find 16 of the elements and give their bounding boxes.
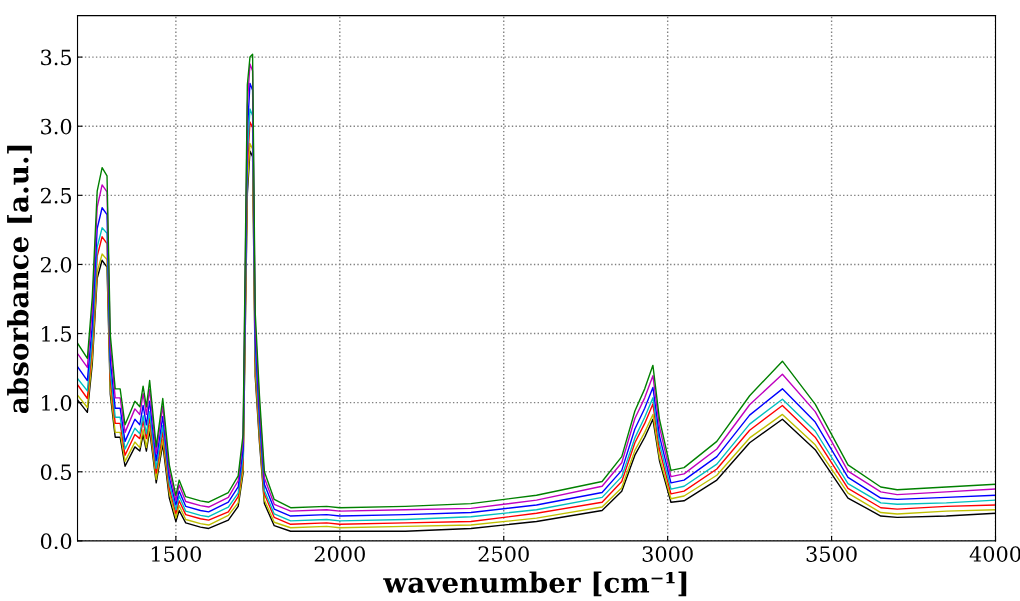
y-tick-label: 3.5 xyxy=(41,49,72,66)
y-tick-label: 1.0 xyxy=(42,395,72,411)
y-axis-title: absorbance [a.u.] xyxy=(7,145,32,414)
y-tick-label: 3.0 xyxy=(41,118,72,135)
x-tick-label: 4000 xyxy=(969,546,1020,562)
y-tick-label: 2.0 xyxy=(40,256,72,273)
y-tick-label: 2.5 xyxy=(40,187,72,204)
x-axis-title: wavenumber [cm⁻¹] xyxy=(383,571,687,597)
x-tick-label: 1500 xyxy=(151,546,201,562)
y-tick-label: 1.5 xyxy=(42,326,72,342)
x-tick-label: 2000 xyxy=(314,546,365,562)
x-tick-label: 3000 xyxy=(642,546,693,562)
x-tick-label: 2500 xyxy=(478,546,529,562)
x-tick-label: 3500 xyxy=(806,546,857,562)
y-tick-label: 0.5 xyxy=(40,464,72,480)
y-tick-label: 0.0 xyxy=(40,533,72,550)
